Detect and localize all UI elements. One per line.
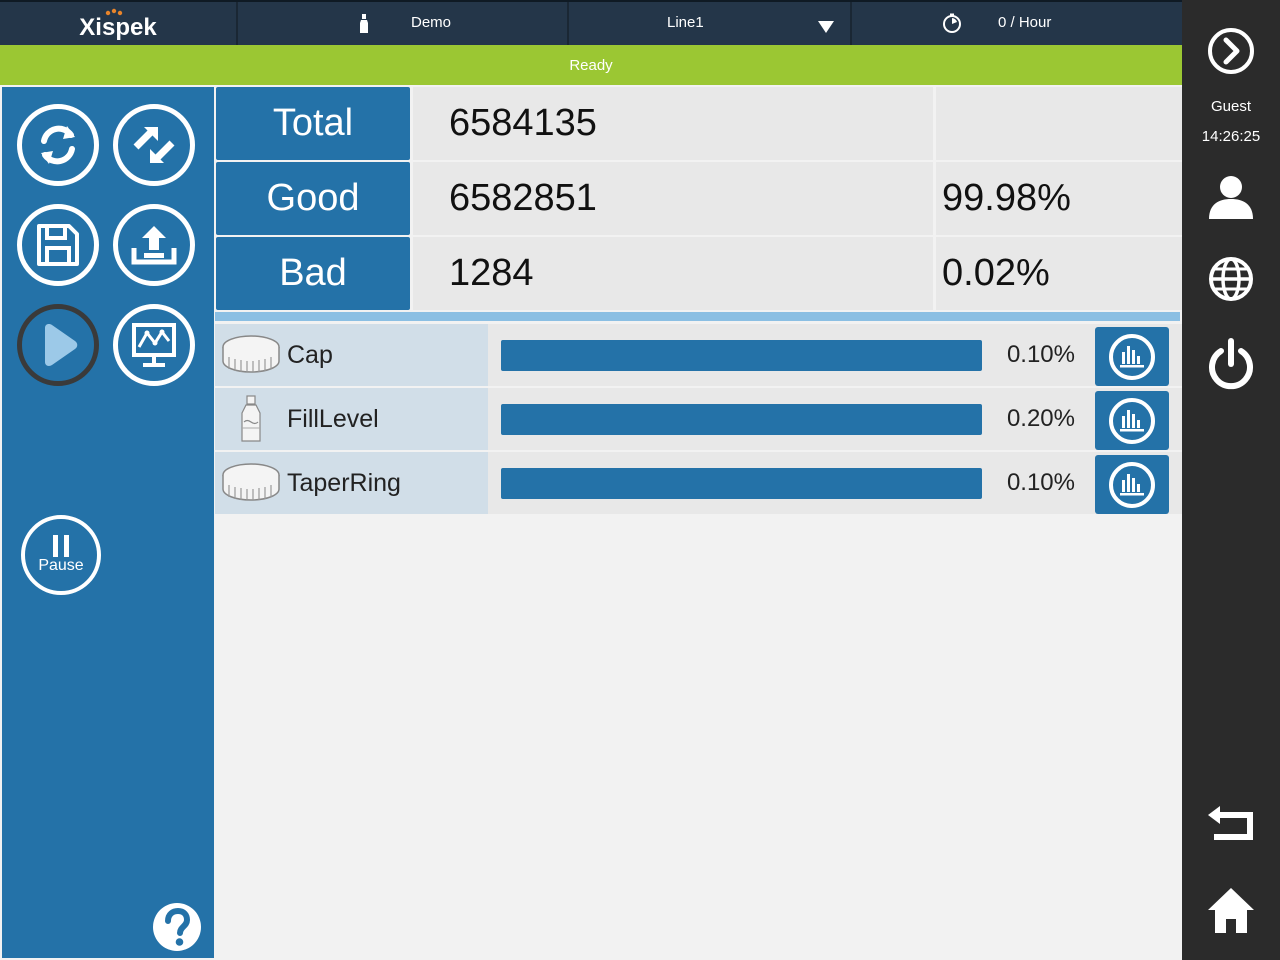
help-icon <box>153 903 201 951</box>
home-button[interactable] <box>1182 884 1280 936</box>
play-icon <box>45 324 78 366</box>
pause-button[interactable]: Pause <box>21 515 101 595</box>
home-icon <box>1208 888 1254 933</box>
bad-label: Bad <box>216 237 410 310</box>
bar-chart-circle-icon <box>1109 333 1155 380</box>
defect-row-taperring: TaperRing 0.10% <box>215 452 1182 514</box>
rate-display: 0 / Hour <box>852 2 1182 45</box>
total-value: 6584135 <box>413 87 933 160</box>
return-icon <box>1208 806 1253 840</box>
upload-button[interactable] <box>113 204 195 286</box>
defect-name-cell: TaperRing <box>215 452 488 514</box>
defect-name-cell: Cap <box>215 324 488 386</box>
chevron-right-circle-icon <box>1208 28 1254 74</box>
good-label: Good <box>216 162 410 235</box>
clock-time: 14:26:25 <box>1201 127 1261 145</box>
section-divider <box>215 312 1180 321</box>
save-button[interactable] <box>17 204 99 286</box>
back-button[interactable] <box>1182 804 1280 844</box>
header-bar: Xispek Demo Line1 0 / Hour <box>0 0 1182 45</box>
pause-label: Pause <box>38 557 84 574</box>
swap-arrows-icon <box>133 127 175 163</box>
power-button[interactable] <box>1182 336 1280 392</box>
bad-value: 1284 <box>413 237 933 310</box>
defect-chart-button[interactable] <box>1095 327 1169 386</box>
refresh-icon <box>41 125 75 165</box>
rate-value: 0 / Hour <box>998 14 1052 31</box>
start-button[interactable] <box>17 304 99 386</box>
defect-label: FillLevel <box>287 404 379 433</box>
defect-row-filllevel: FillLevel 0.20% <box>215 388 1182 450</box>
pause-icon <box>53 535 69 557</box>
left-tool-panel: Pause <box>2 87 214 958</box>
user-name: Guest <box>1210 97 1252 115</box>
monitor-chart-icon <box>132 323 176 367</box>
bar-chart-circle-icon <box>1109 397 1155 444</box>
defect-label: Cap <box>287 340 333 369</box>
expand-button[interactable] <box>1182 24 1280 78</box>
brand-name: Xispek <box>79 14 157 41</box>
upload-tray-icon <box>131 226 177 265</box>
good-value: 6582851 <box>413 162 933 235</box>
chevron-down-icon <box>818 21 834 33</box>
product-name: Demo <box>411 14 452 31</box>
defect-chart-button[interactable] <box>1095 391 1169 450</box>
swap-button[interactable] <box>113 104 195 186</box>
defect-label: TaperRing <box>287 468 401 497</box>
status-bar: Ready <box>0 45 1182 85</box>
line-selector[interactable]: Line1 <box>569 2 852 45</box>
user-button[interactable] <box>1182 172 1280 222</box>
bar-chart-circle-icon <box>1109 461 1155 508</box>
cap-icon <box>215 333 287 377</box>
bad-percent: 0.02% <box>936 237 1182 310</box>
power-icon <box>1209 338 1253 390</box>
total-pct-cell <box>936 87 1182 160</box>
defect-bar <box>501 340 982 371</box>
defect-bar <box>501 404 982 435</box>
language-button[interactable] <box>1182 254 1280 304</box>
line-name: Line1 <box>667 14 704 31</box>
status-text: Ready <box>569 56 613 74</box>
right-sidebar: Guest 14:26:25 <box>1182 0 1280 960</box>
defect-percent: 0.10% <box>1006 469 1075 496</box>
bottle-icon <box>360 14 368 33</box>
monitor-button[interactable] <box>113 304 195 386</box>
good-percent: 99.98% <box>936 162 1182 235</box>
defect-percent: 0.20% <box>1006 405 1075 432</box>
defect-name-cell: FillLevel <box>215 388 488 450</box>
floppy-disk-icon <box>37 224 79 266</box>
bottle-icon <box>215 395 287 443</box>
defect-percent: 0.10% <box>1006 341 1075 368</box>
brand-logo: Xispek <box>0 2 238 45</box>
total-label: Total <box>216 87 410 160</box>
product-selector[interactable]: Demo <box>238 2 569 45</box>
refresh-button[interactable] <box>17 104 99 186</box>
cap-icon <box>215 461 287 505</box>
user-icon <box>1209 176 1253 219</box>
defect-row-cap: Cap 0.10% <box>215 324 1182 386</box>
timer-icon <box>943 13 961 33</box>
defect-chart-button[interactable] <box>1095 455 1169 514</box>
defect-bar <box>501 468 982 499</box>
help-button[interactable] <box>152 902 202 952</box>
globe-icon <box>1209 257 1253 301</box>
